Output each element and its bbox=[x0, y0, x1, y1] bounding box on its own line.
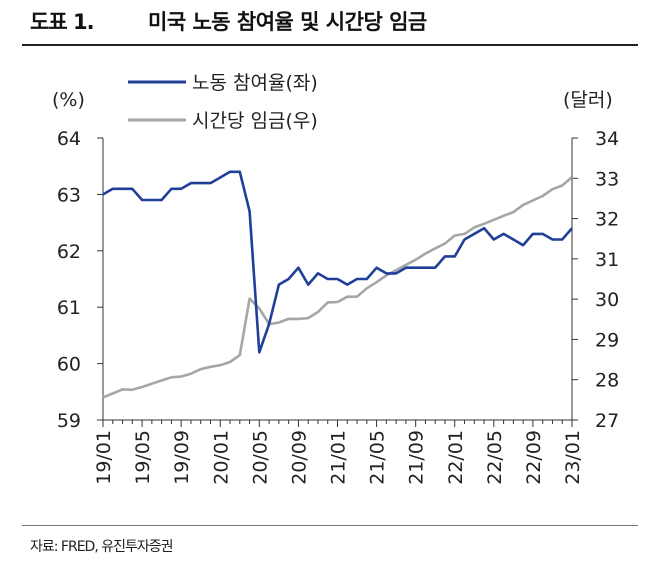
x-tick-label: 19/09 bbox=[171, 430, 193, 485]
figure-title: 미국 노동 참여율 및 시간당 임금 bbox=[148, 10, 427, 34]
legend-label-participation: 노동 참여율(좌) bbox=[192, 72, 318, 94]
right-tick-label: 27 bbox=[595, 410, 619, 432]
right-tick-label: 29 bbox=[595, 329, 619, 351]
right-tick-label: 28 bbox=[595, 370, 619, 392]
x-tick-label: 22/05 bbox=[484, 430, 506, 485]
left-tick-label: 59 bbox=[57, 410, 81, 432]
source-note: 자료: FRED, 유진투자증권 bbox=[30, 539, 174, 555]
x-tick-label: 23/01 bbox=[562, 430, 584, 485]
right-tick-label: 31 bbox=[595, 249, 619, 271]
right-tick-label: 32 bbox=[595, 209, 619, 231]
header-divider bbox=[22, 44, 638, 46]
right-tick-label: 34 bbox=[595, 128, 619, 150]
x-tick-label: 21/05 bbox=[367, 430, 389, 485]
left-tick-label: 64 bbox=[57, 128, 81, 150]
line-chart: 59 60 61 62 63 64 27 28 29 30 31 32 33 34 (%) (달러) 19/01… bbox=[52, 72, 619, 485]
x-tick-label: 21/01 bbox=[328, 430, 350, 485]
x-tick-label: 22/01 bbox=[445, 430, 467, 485]
footer-divider bbox=[22, 525, 638, 526]
x-tick-label: 19/01 bbox=[93, 430, 115, 485]
right-tick-label: 33 bbox=[595, 168, 619, 190]
left-tick-label: 60 bbox=[57, 354, 81, 376]
left-axis-unit: (%) bbox=[52, 89, 85, 111]
x-tick-label: 19/05 bbox=[132, 430, 154, 485]
x-tick-label: 20/01 bbox=[210, 430, 232, 485]
figure-header: 도표 1. 미국 노동 참여율 및 시간당 임금 bbox=[0, 0, 664, 46]
hourly-wage-line bbox=[102, 176, 573, 399]
x-tick-label: 20/09 bbox=[288, 430, 310, 485]
left-tick-label: 62 bbox=[57, 241, 81, 263]
figure-label: 도표 1. bbox=[30, 10, 95, 34]
right-axis-unit: (달러) bbox=[563, 89, 613, 111]
left-tick-label: 63 bbox=[57, 184, 81, 206]
x-tick-label: 22/09 bbox=[523, 430, 545, 485]
right-tick-label: 30 bbox=[595, 289, 619, 311]
x-tick-label: 20/05 bbox=[249, 430, 271, 485]
left-tick-label: 61 bbox=[57, 297, 81, 319]
participation-rate-line bbox=[102, 170, 573, 354]
x-tick-label: 21/09 bbox=[406, 430, 428, 485]
plot-area: 59 60 61 62 63 64 27 28 29 30 31 32 33 34 (%) (달러) 19/01… bbox=[52, 72, 619, 485]
legend-label-wage: 시간당 임금(우) bbox=[192, 110, 318, 132]
